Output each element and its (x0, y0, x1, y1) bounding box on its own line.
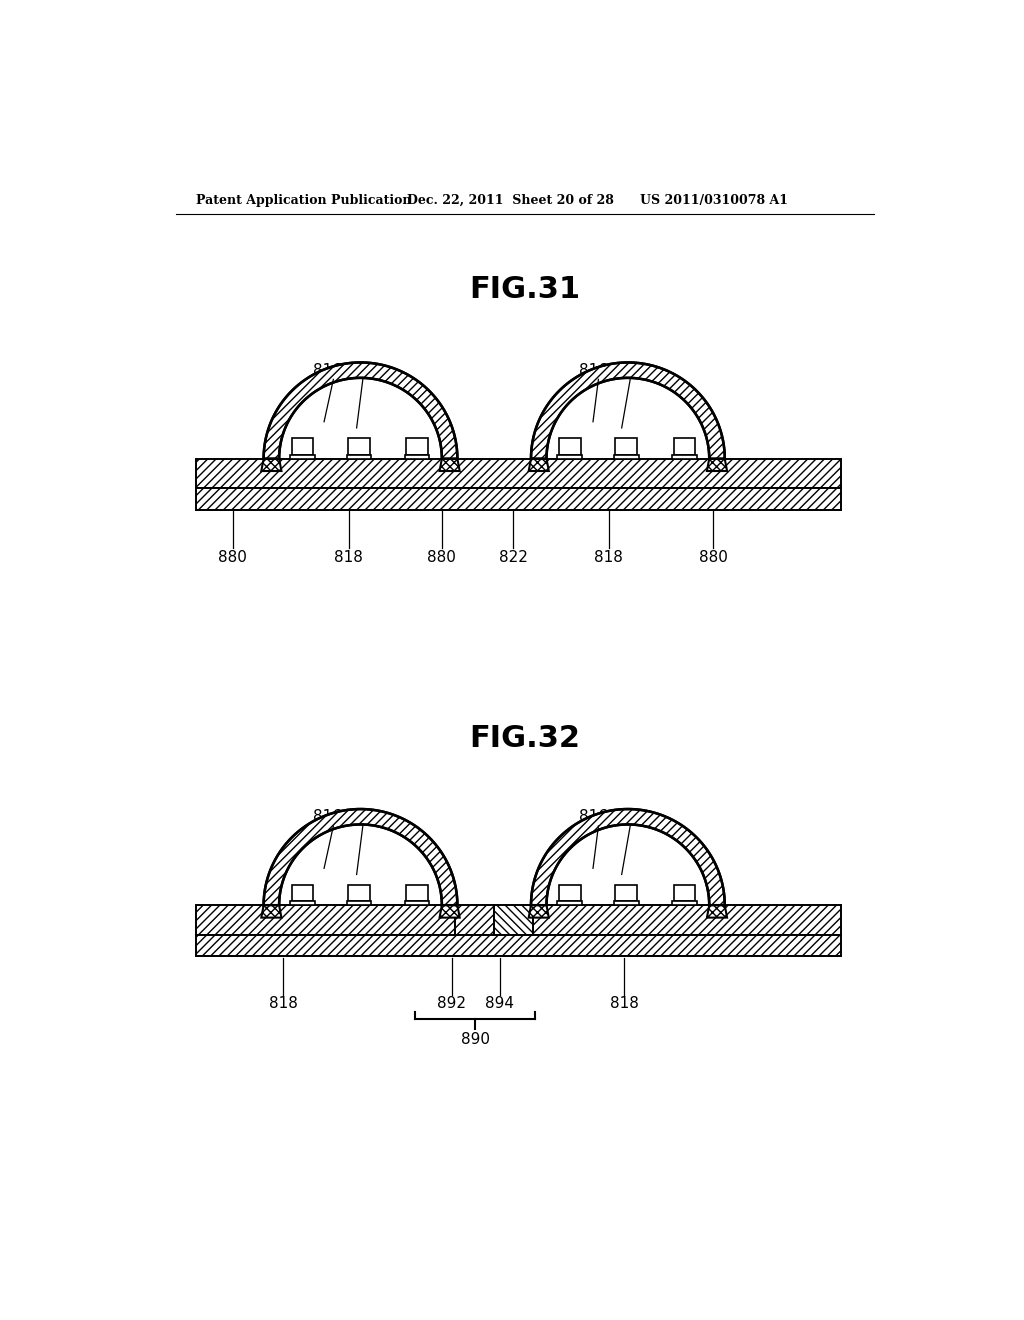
Text: 866: 866 (346, 809, 375, 825)
Polygon shape (263, 363, 458, 459)
Text: Patent Application Publication: Patent Application Publication (197, 194, 412, 207)
Text: 866: 866 (346, 363, 375, 378)
Bar (532, 906, 841, 935)
Bar (290, 902, 314, 906)
Text: 894: 894 (485, 997, 514, 1011)
Text: 818: 818 (609, 997, 638, 1011)
Text: FIG.32: FIG.32 (469, 725, 581, 754)
Text: 816: 816 (313, 809, 342, 825)
Text: 816: 816 (579, 809, 607, 825)
Text: 880: 880 (698, 549, 728, 565)
Bar (290, 455, 314, 459)
Bar (407, 438, 428, 455)
Bar (197, 459, 841, 488)
Text: 866: 866 (611, 809, 640, 825)
Bar (615, 884, 637, 902)
Bar (559, 884, 581, 902)
Polygon shape (261, 906, 282, 917)
Text: 818: 818 (268, 997, 297, 1011)
Bar (614, 902, 639, 906)
Bar (559, 438, 581, 455)
Bar (494, 906, 532, 935)
Text: US 2011/0310078 A1: US 2011/0310078 A1 (640, 194, 787, 207)
Bar (407, 884, 428, 902)
Bar (674, 884, 695, 902)
Text: 892: 892 (437, 997, 467, 1011)
Bar (197, 935, 841, 956)
Bar (455, 906, 494, 935)
Polygon shape (707, 459, 727, 471)
Polygon shape (528, 906, 549, 917)
Text: 880: 880 (427, 549, 457, 565)
Bar (614, 455, 639, 459)
Bar (674, 438, 695, 455)
Bar (404, 902, 429, 906)
Bar (404, 455, 429, 459)
Bar (557, 902, 583, 906)
Text: 816: 816 (313, 363, 342, 378)
Bar (348, 884, 370, 902)
Text: 818: 818 (594, 549, 623, 565)
Bar (197, 488, 841, 510)
Polygon shape (528, 459, 549, 471)
Text: 890: 890 (461, 1032, 489, 1047)
Text: 822: 822 (499, 549, 527, 565)
Text: 880: 880 (218, 549, 247, 565)
Polygon shape (263, 809, 458, 906)
Text: Dec. 22, 2011  Sheet 20 of 28: Dec. 22, 2011 Sheet 20 of 28 (407, 194, 613, 207)
Bar (672, 455, 697, 459)
Text: 866: 866 (611, 363, 640, 378)
Polygon shape (707, 906, 727, 917)
Bar (672, 902, 697, 906)
Text: 818: 818 (335, 549, 364, 565)
Polygon shape (439, 459, 460, 471)
Text: FIG.31: FIG.31 (469, 276, 581, 305)
Polygon shape (531, 363, 725, 459)
Polygon shape (261, 459, 282, 471)
Polygon shape (531, 809, 725, 906)
Bar (346, 455, 372, 459)
Bar (197, 906, 455, 935)
Polygon shape (439, 906, 460, 917)
Text: 816: 816 (579, 363, 607, 378)
Bar (346, 902, 372, 906)
Bar (615, 438, 637, 455)
Bar (292, 884, 313, 902)
Bar (557, 455, 583, 459)
Bar (292, 438, 313, 455)
Bar (348, 438, 370, 455)
